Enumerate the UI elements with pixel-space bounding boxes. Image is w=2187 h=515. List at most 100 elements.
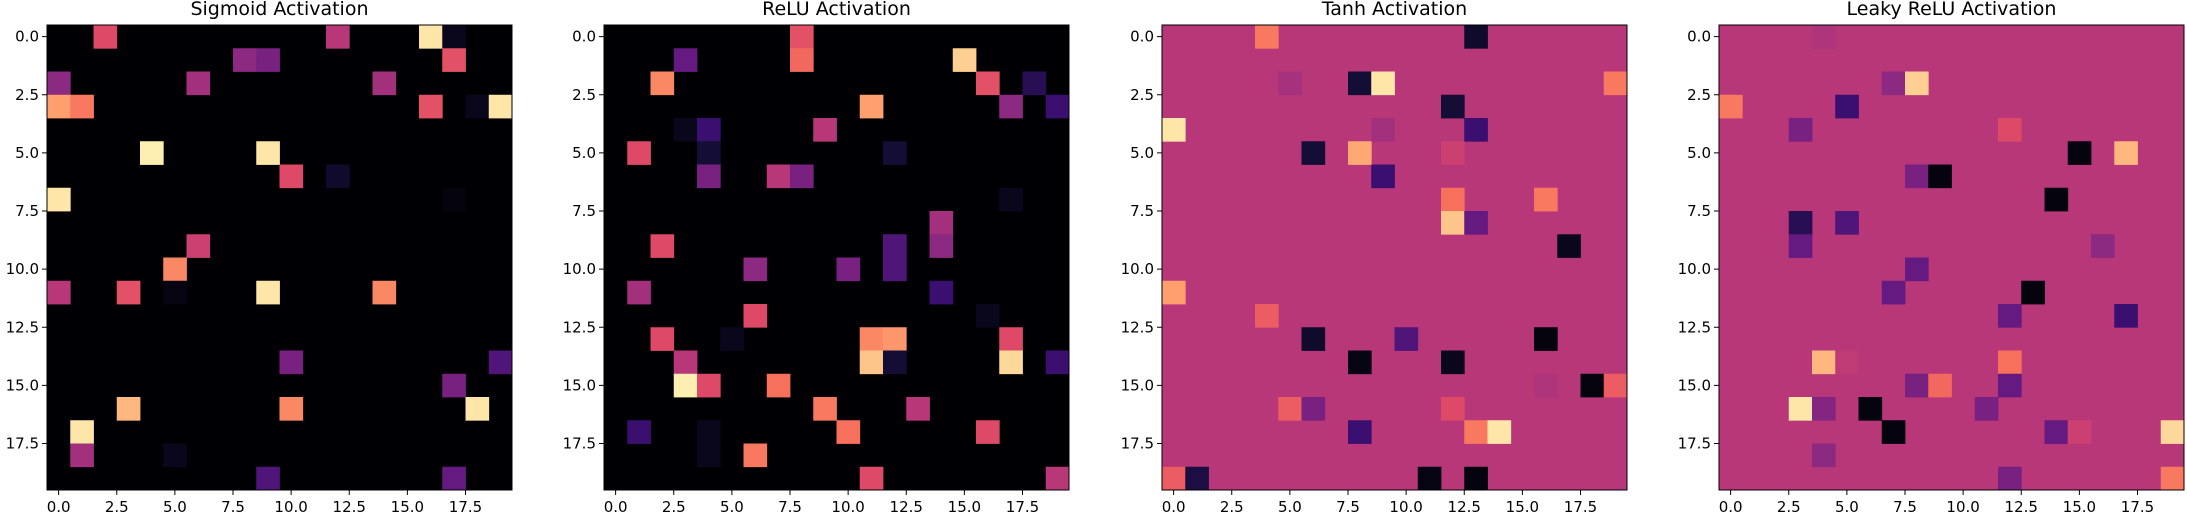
heatmap-cell	[650, 71, 675, 96]
panel-title: Tanh Activation	[1321, 0, 1467, 20]
heatmap-panel: ReLU Activation 0.0 0.0 2.5 2.5 5.0 5.0 7.5 7.5 1…	[563, 0, 1070, 515]
axes-frame	[46, 24, 513, 491]
heatmap-cell	[790, 48, 814, 72]
heatmap-cell	[743, 257, 768, 282]
heatmap-cell	[186, 71, 211, 96]
x-tick-label: 5.0	[1835, 498, 1859, 515]
heatmap-cell	[1185, 466, 1209, 491]
x-tick-label: 7.5	[778, 498, 802, 515]
heatmap-cell	[1045, 94, 1070, 119]
x-tick-label: 12.5	[890, 498, 923, 515]
heatmap-cell	[488, 350, 513, 375]
y-tick-label: 17.5	[1678, 435, 1711, 453]
panel-title: Leaky ReLU Activation	[1847, 0, 2057, 20]
x-tick-label: 15.0	[2063, 498, 2096, 515]
heatmap-cell	[859, 466, 884, 491]
heatmap-cell	[1487, 420, 1512, 444]
heatmap-cell	[70, 420, 94, 444]
heatmap-cell	[1301, 327, 1326, 351]
heatmap-cell	[1441, 350, 1465, 375]
heatmap-cell	[186, 234, 211, 258]
heatmap-cell	[1788, 211, 1813, 235]
heatmap-cell	[1905, 373, 1929, 398]
heatmap-cell	[673, 48, 698, 72]
heatmap-cell	[697, 164, 721, 189]
heatmap-cell	[442, 466, 466, 491]
heatmap-cell	[1881, 420, 1906, 444]
heatmap-cell	[1905, 257, 1929, 282]
heatmap-cell	[1441, 211, 1465, 235]
y-tick-label: 5.0	[572, 144, 596, 162]
heatmap-cell	[1998, 304, 2022, 328]
heatmap-cell	[929, 211, 954, 235]
heatmap-cell	[442, 373, 466, 398]
heatmap-cell	[883, 141, 907, 165]
heatmap-cell	[883, 257, 907, 282]
heatmap-cell	[419, 94, 443, 119]
heatmap-cell	[976, 304, 1000, 328]
panel-title: Sigmoid Activation	[190, 0, 368, 20]
y-tick-label: 17.5	[6, 435, 39, 453]
heatmap-cell	[952, 48, 977, 72]
heatmap-cell	[697, 420, 721, 444]
x-tick-label: 7.5	[1893, 498, 1917, 515]
heatmap-cell	[442, 48, 466, 72]
heatmap-cell	[1719, 94, 1743, 119]
x-tick-label: 0.0	[1162, 498, 1186, 515]
heatmap-cell	[442, 25, 466, 49]
heatmap-cell	[999, 327, 1023, 351]
heatmap-cell	[140, 141, 164, 165]
heatmap-cell	[743, 443, 768, 468]
heatmap-cell	[2114, 304, 2138, 328]
heatmap-cell	[2160, 466, 2185, 491]
x-tick-label: 12.5	[333, 498, 366, 515]
heatmap-cell	[279, 397, 304, 421]
heatmap-cell	[1881, 280, 1906, 305]
heatmap-cell	[93, 25, 118, 49]
y-tick-label: 12.5	[1678, 318, 1711, 336]
heatmap-cell	[465, 94, 490, 119]
heatmap-cell	[836, 257, 861, 282]
heatmap-cell	[1441, 397, 1465, 421]
heatmap-cell	[2021, 280, 2045, 305]
heatmap-background	[1162, 25, 1627, 490]
heatmap-cell	[627, 141, 651, 165]
heatmap-cell	[1835, 211, 1859, 235]
heatmap-cell	[1348, 71, 1372, 96]
y-tick-label: 7.5	[1687, 202, 1711, 220]
heatmap-cell	[1905, 164, 1929, 189]
x-tick-label: 0.0	[1719, 498, 1743, 515]
axes-frame	[603, 24, 1070, 491]
heatmap-cell	[976, 71, 1000, 96]
heatmap-cell	[2067, 141, 2092, 165]
heatmap-cell	[697, 373, 721, 398]
x-tick-label: 15.0	[1506, 498, 1539, 515]
y-tick-label: 10.0	[563, 260, 596, 278]
heatmap-cell	[1998, 350, 2022, 375]
heatmap-cell	[790, 164, 814, 189]
heatmap-cell	[1788, 118, 1813, 142]
x-tick-label: 12.5	[1448, 498, 1481, 515]
heatmap-panel: Tanh Activation 0.0 0.0 2.5 2.5 5.0 5.0 7.5 7.5 1…	[1121, 0, 1628, 515]
panel-title: ReLU Activation	[762, 0, 911, 20]
heatmap-cell	[279, 164, 304, 189]
heatmap-cell	[2044, 420, 2069, 444]
heatmap-cell	[2160, 420, 2185, 444]
heatmap-cell	[163, 443, 187, 468]
heatmap-cell	[1464, 466, 1488, 491]
heatmap-cell	[1974, 397, 1999, 421]
heatmap-cell	[1348, 141, 1372, 165]
heatmap-cell	[372, 71, 397, 96]
heatmap-cell	[116, 397, 141, 421]
x-tick-label: 5.0	[163, 498, 187, 515]
heatmap-cell	[1998, 466, 2022, 491]
heatmap-cell	[627, 420, 651, 444]
heatmap-cell	[1464, 118, 1488, 142]
heatmap-cell	[488, 94, 513, 119]
heatmap-cell	[1441, 141, 1465, 165]
heatmap-cell	[163, 280, 187, 305]
x-tick-label: 17.5	[2121, 498, 2154, 515]
y-tick-label: 17.5	[1121, 435, 1154, 453]
y-tick-label: 15.0	[563, 376, 596, 394]
